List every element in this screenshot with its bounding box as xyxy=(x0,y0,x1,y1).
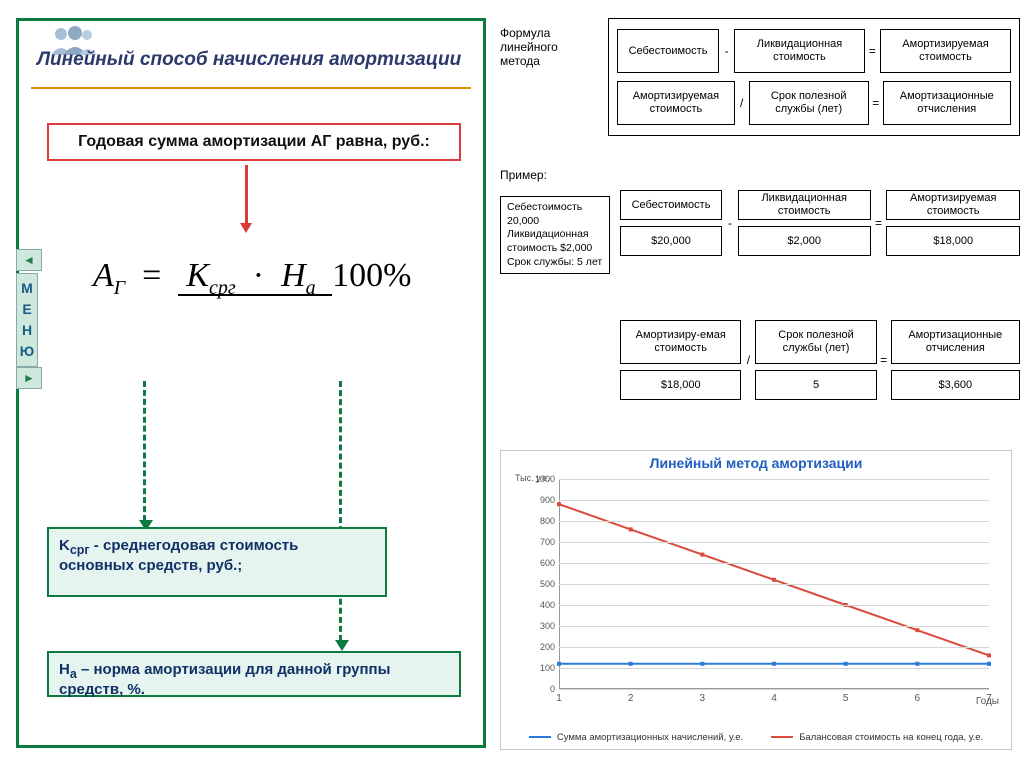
cell: 5 xyxy=(755,370,876,400)
formula: AГ = Kсрг · Hа 100% xyxy=(93,257,411,300)
slide-title: Линейный способ начисления амортизации xyxy=(37,49,461,71)
annual-sum-label: Годовая сумма амортизации AГ равна, руб.… xyxy=(78,133,430,150)
cell: Амортизационные отчисления xyxy=(883,81,1011,125)
cell: Срок полезной службы (лет) xyxy=(749,81,869,125)
definition-k: Kсрг - среднегодовая стоимость основных … xyxy=(47,527,387,597)
cell: Амортизационные отчисления xyxy=(891,320,1020,364)
cell: $3,600 xyxy=(891,370,1020,400)
dashed-arrow-n xyxy=(339,381,342,641)
cell: $18,000 xyxy=(620,370,741,400)
example-label: Пример: xyxy=(500,168,547,182)
side-menu: ◄ МЕНЮ ► xyxy=(19,249,43,391)
cell: Срок полезной службы (лет) xyxy=(755,320,876,364)
cell: $20,000 xyxy=(620,226,722,256)
cell: Амортизируемая стоимость xyxy=(880,29,1011,73)
formula-block-label: Формулалинейногометода xyxy=(500,26,558,68)
dashed-arrow-k xyxy=(143,381,146,521)
cell: Себестоимость xyxy=(617,29,719,73)
plot-area: 010020030040050060070080090010001234567 xyxy=(559,479,989,689)
cell: Амортизируемая стоимость xyxy=(617,81,735,125)
example-given: Себестоимость 20,000Ликвидационная стоим… xyxy=(500,196,610,274)
nav-next-button[interactable]: ► xyxy=(16,367,42,389)
example-row-2: Амортизиру-емая стоимость $18,000 / Срок… xyxy=(620,320,1020,400)
formula-row-1: Себестоимость - Ликвидационная стоимость… xyxy=(617,29,1011,73)
formula-row-2: Амортизируемая стоимость / Срок полезной… xyxy=(617,81,1011,125)
chart: Линейный метод амортизации Тыс. у.е. Год… xyxy=(500,450,1012,750)
legend: Сумма амортизационных начислений, у.е. Б… xyxy=(501,732,1011,743)
chart-title: Линейный метод амортизации xyxy=(501,451,1011,471)
nav-prev-button[interactable]: ◄ xyxy=(16,249,42,271)
legend-item-2: Балансовая стоимость на конец года, у.е. xyxy=(771,732,983,743)
cell: $2,000 xyxy=(738,226,871,256)
arrow-down-red xyxy=(245,165,248,225)
cell: Ликвидационная стоимость xyxy=(734,29,864,73)
cell: Себестоимость xyxy=(620,190,722,220)
example-row-1: Себестоимость $20,000 - Ликвидационная с… xyxy=(620,190,1020,256)
formula-block: Себестоимость - Ликвидационная стоимость… xyxy=(608,18,1020,136)
cell: Амортизиру-емая стоимость xyxy=(620,320,741,364)
cell: Ликвидационная стоимость xyxy=(738,190,871,220)
menu-letters[interactable]: МЕНЮ xyxy=(16,273,38,367)
legend-item-1: Сумма амортизационных начислений, у.е. xyxy=(529,732,743,743)
cell: $18,000 xyxy=(886,226,1020,256)
definition-n: Hа – норма амортизации для данной группы… xyxy=(47,651,461,697)
annual-sum-box: Годовая сумма амортизации AГ равна, руб.… xyxy=(47,123,461,161)
slide-panel: Линейный способ начисления амортизации Г… xyxy=(16,18,486,748)
title-underline xyxy=(31,87,471,89)
cell: Амортизируемая стоимость xyxy=(886,190,1020,220)
